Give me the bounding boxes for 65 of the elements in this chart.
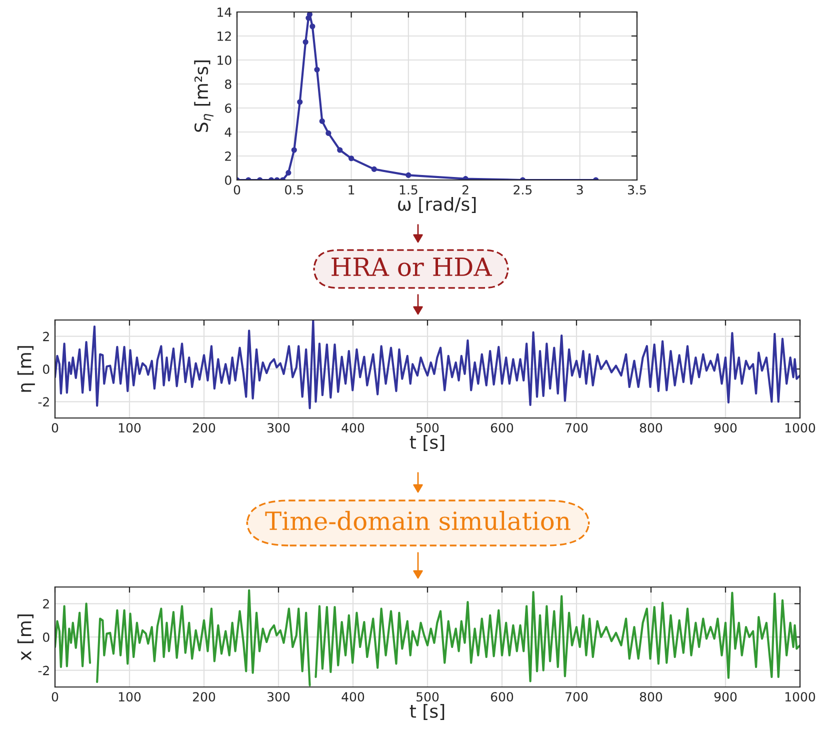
y-tick-label: -2: [38, 666, 49, 676]
point: [297, 99, 303, 105]
point: [326, 130, 332, 136]
x-tick-label: 900: [714, 423, 737, 433]
y-tick-label: 4: [224, 128, 232, 137]
point: [348, 156, 354, 162]
x-tick-label: 3: [576, 185, 583, 195]
y-tick-label: 2: [225, 151, 231, 161]
x-tick-label: 2.5: [514, 185, 532, 195]
y-tick-label: 2: [43, 599, 49, 608]
x-tick-label: 400: [342, 423, 364, 433]
x-tick-label: 3.5: [628, 185, 646, 195]
x-tick-label: 300: [268, 692, 290, 702]
point: [291, 147, 297, 153]
text: Time-domain simulation: [265, 510, 570, 530]
x-axis-title: t [s]: [410, 704, 444, 720]
x-axis-title: t [s]: [410, 434, 444, 452]
x-tick-label: 700: [566, 692, 588, 702]
x-tick-label: 100: [118, 423, 141, 433]
y-axis-title: S$_{η}$ [m²s]: [194, 60, 214, 132]
x-tick-label: 800: [640, 423, 662, 433]
x-tick-label: 500: [416, 692, 439, 702]
y-tick-label: 2: [43, 332, 49, 342]
text: HRA or HDA: [332, 258, 492, 276]
x-tick-label: 700: [566, 423, 588, 433]
x-tick-label: 1000: [785, 423, 816, 433]
x-tick-label: 1: [348, 185, 354, 194]
point: [319, 118, 325, 124]
x-tick-label: 2: [462, 185, 468, 194]
x-tick-label: 800: [640, 692, 662, 702]
x-tick-label: 200: [192, 692, 216, 702]
y-tick-label: 6: [225, 103, 232, 113]
x-tick-label: 1.5: [400, 185, 418, 195]
y-tick-label: 0: [225, 175, 232, 185]
y-tick-label: -2: [38, 397, 49, 406]
x-tick-label: 500: [416, 423, 439, 433]
x-tick-label: 400: [342, 692, 364, 702]
x-axis-title: ω [rad/s]: [398, 196, 476, 214]
y-tick-label: 0: [43, 632, 50, 642]
point: [286, 170, 292, 176]
x-tick-label: 0: [234, 185, 240, 195]
point: [302, 39, 308, 45]
point: [371, 166, 377, 172]
y-tick-label: 10: [218, 55, 232, 65]
y-tick-label: 0: [43, 364, 50, 374]
point: [314, 66, 320, 72]
x-tick-label: 0: [52, 423, 58, 433]
y-axis-title: η [m]: [17, 346, 35, 392]
y-tick-label: 12: [218, 31, 231, 41]
x-tick-label: 0.5: [285, 185, 303, 195]
point: [337, 147, 343, 153]
point: [306, 12, 312, 18]
y-axis-title: x [m]: [17, 614, 34, 661]
point: [310, 24, 316, 30]
x-tick-label: 600: [490, 423, 514, 433]
y-tick-label: 8: [225, 79, 232, 89]
y-tick-label: 14: [218, 8, 232, 17]
x-tick-label: 900: [714, 692, 737, 702]
x-tick-label: 0: [52, 692, 58, 702]
x-tick-label: 300: [268, 423, 290, 433]
x-tick-label: 1000: [785, 692, 816, 702]
x-tick-label: 100: [118, 692, 141, 702]
point: [406, 172, 412, 178]
x-tick-label: 200: [192, 423, 216, 433]
x-tick-label: 600: [490, 692, 514, 702]
